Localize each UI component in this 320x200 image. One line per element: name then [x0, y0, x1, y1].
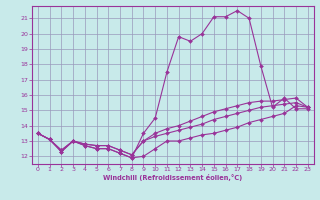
X-axis label: Windchill (Refroidissement éolien,°C): Windchill (Refroidissement éolien,°C): [103, 174, 243, 181]
